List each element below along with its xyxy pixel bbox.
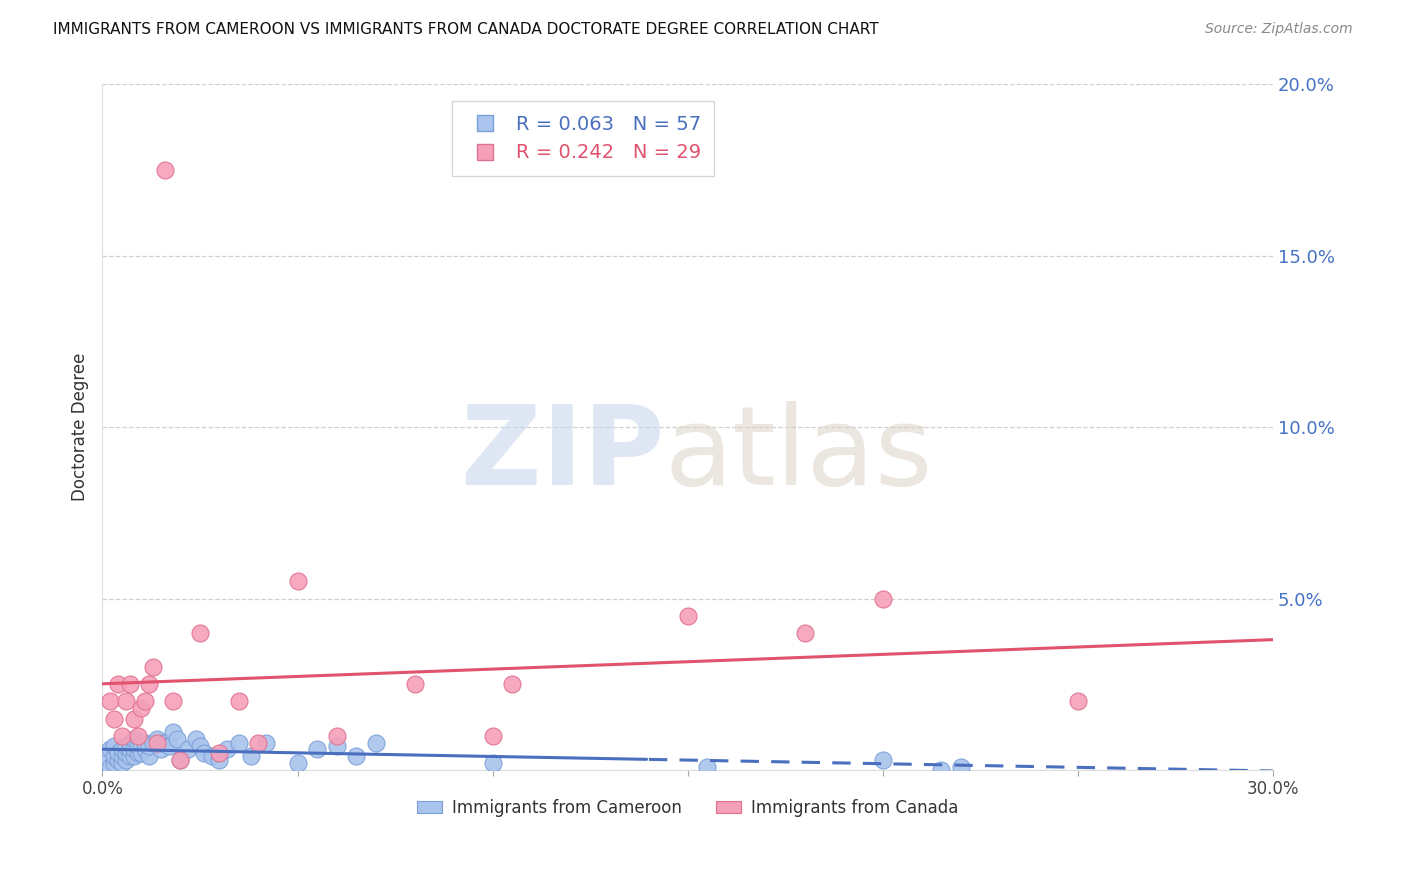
Point (177, 742, 200, 756)
Point (115, 694, 138, 708)
Point (118, 749, 141, 764)
Point (103, 749, 125, 764)
Point (122, 732, 145, 747)
Point (208, 753, 231, 767)
Point (201, 749, 224, 764)
Point (111, 742, 134, 756)
Point (166, 732, 188, 747)
Point (149, 735, 172, 749)
Point (131, 735, 153, 749)
Point (103, 712, 125, 726)
Point (193, 746, 215, 760)
Point (287, 574, 309, 589)
Point (188, 739, 211, 753)
Point (122, 749, 145, 764)
Point (676, 608, 699, 623)
Point (146, 735, 169, 749)
Point (107, 746, 129, 760)
Point (131, 746, 153, 760)
Point (228, 735, 250, 749)
Point (127, 729, 149, 743)
Point (929, 763, 952, 777)
Point (1067, 694, 1090, 708)
Point (98, 742, 121, 756)
Point (501, 677, 523, 691)
Point (142, 660, 165, 674)
Point (239, 749, 262, 764)
Point (325, 729, 347, 743)
Point (98, 694, 121, 708)
Point (134, 735, 156, 749)
Point (153, 735, 176, 749)
Point (138, 739, 160, 753)
Point (188, 626, 211, 640)
Legend: Immigrants from Cameroon, Immigrants from Canada: Immigrants from Cameroon, Immigrants fro… (411, 792, 965, 823)
Point (111, 756, 134, 771)
Point (98, 759, 121, 773)
Text: ZIP: ZIP (461, 401, 664, 508)
Point (949, 759, 972, 773)
Point (305, 742, 328, 756)
Point (115, 753, 138, 767)
Point (162, 725, 184, 739)
Point (696, 759, 718, 773)
Point (872, 753, 894, 767)
Point (138, 749, 160, 764)
Point (134, 742, 156, 756)
Point (111, 749, 134, 764)
Text: atlas: atlas (664, 401, 932, 508)
Point (481, 729, 503, 743)
Point (872, 591, 894, 606)
Point (247, 735, 270, 749)
Point (134, 694, 156, 708)
Point (138, 677, 160, 691)
Point (142, 735, 165, 749)
Point (217, 742, 239, 756)
Point (107, 677, 129, 691)
Point (122, 742, 145, 756)
Point (208, 746, 231, 760)
Text: IMMIGRANTS FROM CAMEROON VS IMMIGRANTS FROM CANADA DOCTORATE DEGREE CORRELATION : IMMIGRANTS FROM CAMEROON VS IMMIGRANTS F… (53, 22, 879, 37)
Point (162, 694, 184, 708)
Point (184, 732, 207, 747)
Point (149, 742, 172, 756)
Point (127, 739, 149, 753)
Point (153, 163, 176, 178)
Point (364, 735, 387, 749)
Point (228, 694, 250, 708)
Point (127, 746, 149, 760)
Point (146, 732, 169, 747)
Point (115, 739, 138, 753)
Point (287, 756, 309, 771)
Point (254, 735, 277, 749)
Point (169, 753, 191, 767)
Point (103, 739, 125, 753)
Point (793, 626, 815, 640)
Point (122, 712, 145, 726)
Point (107, 753, 129, 767)
Point (131, 701, 153, 715)
Point (118, 677, 141, 691)
Y-axis label: Doctorate Degree: Doctorate Degree (72, 353, 89, 501)
Point (111, 729, 134, 743)
Point (481, 756, 503, 771)
Point (344, 749, 367, 764)
Text: Source: ZipAtlas.com: Source: ZipAtlas.com (1205, 22, 1353, 37)
Point (404, 677, 426, 691)
Point (118, 735, 141, 749)
Point (157, 739, 180, 753)
Point (103, 756, 125, 771)
Point (169, 753, 191, 767)
Point (96, 756, 118, 771)
Point (115, 746, 138, 760)
Point (118, 742, 141, 756)
Point (325, 739, 347, 753)
